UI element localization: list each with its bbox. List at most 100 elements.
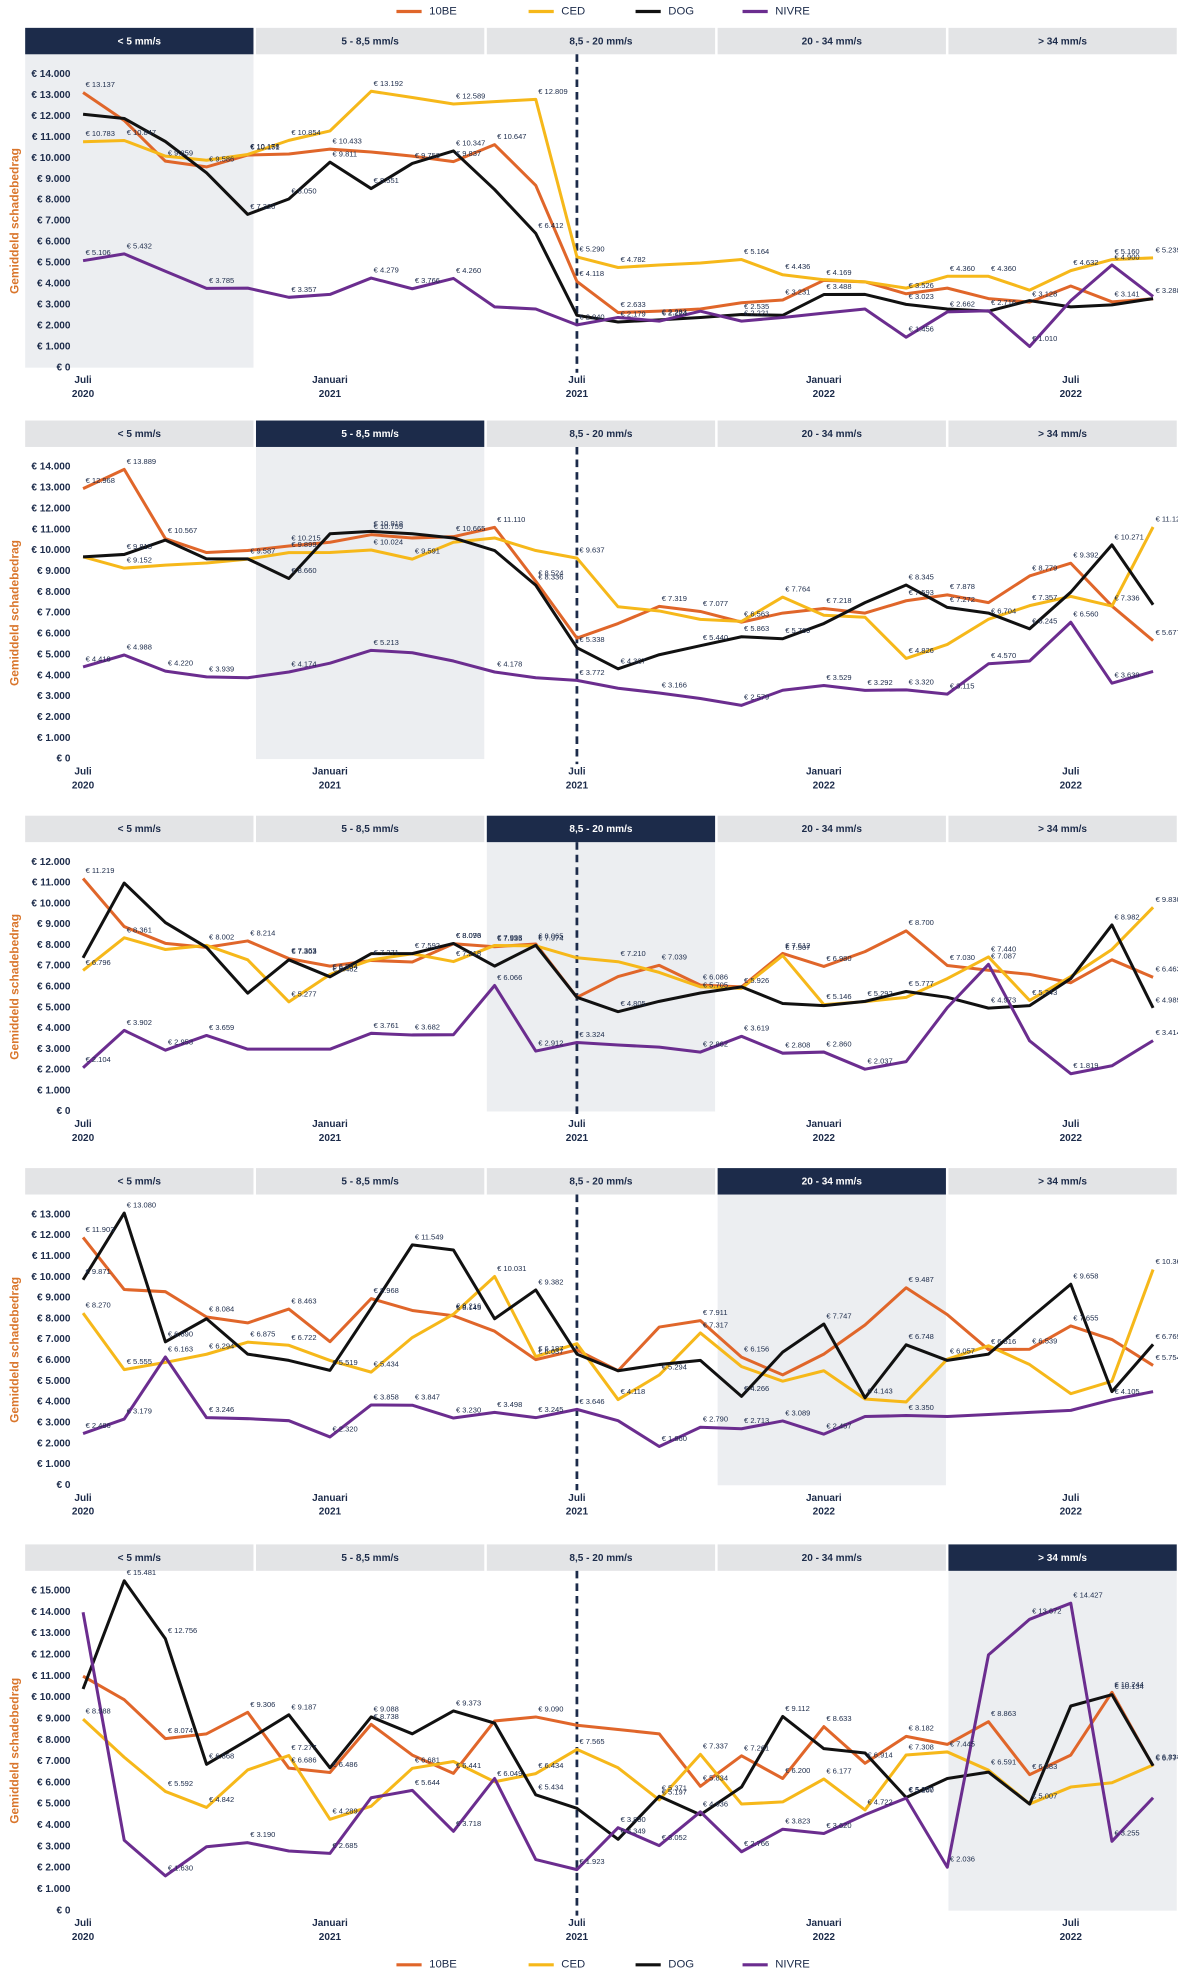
- data-label: € 11.903: [86, 1225, 115, 1234]
- data-label: € 3.939: [209, 664, 234, 673]
- data-label: € 2.662: [950, 299, 975, 308]
- data-label: € 6.049: [497, 1769, 522, 1778]
- data-label: € 5.007: [1032, 1791, 1057, 1800]
- band-label: 8,5 - 20 mm/s: [569, 36, 633, 47]
- data-label: € 7.030: [950, 953, 975, 962]
- data-label: € 8.361: [127, 925, 152, 934]
- data-label: € 10.024: [374, 537, 403, 546]
- y-tick-label: € 1.000: [37, 341, 71, 352]
- data-label: € 8.216: [456, 1302, 481, 1311]
- y-tick-label: € 12.000: [31, 857, 71, 868]
- data-label: € 9.112: [785, 1704, 810, 1713]
- data-label: € 5.440: [703, 633, 728, 642]
- data-label: € 5.197: [662, 1787, 687, 1796]
- data-label: € 4.973: [991, 996, 1016, 1005]
- data-label: € 6.163: [168, 1344, 193, 1353]
- data-label: € 2.179: [621, 309, 646, 318]
- y-tick-label: € 3.000: [37, 299, 71, 310]
- band-label: 8,5 - 20 mm/s: [569, 1177, 633, 1188]
- data-label: € 7.565: [579, 1737, 604, 1746]
- data-label: € 7.445: [950, 1739, 975, 1748]
- data-label: € 3.766: [415, 276, 440, 285]
- data-label: € 6.463: [1156, 965, 1178, 974]
- data-label: € 7.272: [950, 595, 975, 604]
- data-label: € 9.871: [86, 1267, 111, 1276]
- y-tick-label: € 6.000: [37, 1777, 71, 1788]
- x-tick-label: Juli 2020: [72, 1918, 95, 1943]
- data-label: € 4.178: [497, 659, 522, 668]
- data-label: € 4.900: [1114, 252, 1139, 261]
- data-label: € 4.174: [291, 659, 316, 668]
- data-label: € 7.077: [703, 599, 728, 608]
- data-label: € 3.115: [950, 682, 975, 691]
- data-label: € 3.357: [291, 285, 316, 294]
- data-label: € 8.270: [86, 1301, 111, 1310]
- data-label: € 2.862: [703, 1039, 728, 1048]
- data-label: € 4.826: [909, 646, 934, 655]
- data-label: € 9.373: [456, 1698, 481, 1707]
- series-line: [82, 620, 1154, 707]
- y-tick-label: € 5.000: [37, 649, 71, 660]
- y-tick-label: € 13.000: [31, 90, 71, 101]
- data-label: € 4.279: [374, 265, 399, 274]
- data-label: € 7.655: [1073, 1313, 1098, 1322]
- data-label: € 5.677: [1156, 628, 1178, 637]
- data-label: € 8.968: [374, 1286, 399, 1295]
- data-label: € 8.336: [538, 573, 563, 582]
- data-label: € 5.164: [744, 247, 769, 256]
- data-label: € 15.481: [127, 1568, 156, 1577]
- data-label: € 10.433: [333, 137, 362, 146]
- x-tick-label: Juli 2021: [566, 375, 589, 400]
- data-label: € 1.819: [1073, 1061, 1098, 1070]
- highlight-region: [948, 1570, 1177, 1911]
- band-header: [25, 1168, 254, 1195]
- y-tick-label: € 8.000: [37, 1735, 71, 1746]
- band-label: > 34 mm/s: [1038, 36, 1087, 47]
- band-label: 20 - 34 mm/s: [802, 429, 863, 440]
- data-label: € 2.953: [168, 1038, 193, 1047]
- data-label: € 4.327: [621, 656, 646, 665]
- data-label: € 6.777: [1156, 1754, 1178, 1763]
- y-axis-label: Gemiddeld schadebedrag: [7, 1277, 21, 1423]
- y-axis-label: Gemiddeld schadebedrag: [7, 914, 21, 1060]
- band-label: < 5 mm/s: [118, 36, 162, 47]
- data-label: € 4.143: [868, 1386, 893, 1395]
- band-header: [948, 1544, 1177, 1571]
- data-label: € 1.010: [1032, 334, 1057, 343]
- data-label: € 3.823: [785, 1817, 810, 1826]
- data-label: € 4.289: [333, 1807, 358, 1816]
- band-header: [25, 815, 254, 843]
- series-line: [82, 467, 1155, 642]
- data-label: € 8.065: [538, 931, 563, 940]
- data-label: € 6.796: [86, 958, 111, 967]
- data-label: € 7.277: [291, 1743, 316, 1752]
- y-tick-label: € 9.000: [37, 174, 71, 185]
- data-label: € 7.317: [703, 1320, 728, 1329]
- legend-label: DOG: [668, 1959, 694, 1971]
- data-label: € 4.988: [127, 642, 152, 651]
- data-label: € 5.292: [868, 989, 893, 998]
- x-tick-label: Juli 2022: [1060, 766, 1083, 791]
- data-label: € 12.589: [456, 91, 485, 100]
- data-label: € 13.192: [374, 79, 403, 88]
- data-label: € 5.434: [538, 1782, 563, 1791]
- y-tick-label: € 11.000: [32, 524, 71, 535]
- series-line: [82, 91, 1154, 315]
- x-tick-label: Januari 2022: [806, 766, 842, 791]
- y-tick-label: € 6.000: [37, 982, 71, 993]
- data-label: € 7.747: [826, 1311, 851, 1320]
- y-tick-label: € 2.000: [37, 1065, 71, 1076]
- data-label: € 4.722: [868, 1797, 893, 1806]
- x-tick-label: Juli 2021: [566, 1119, 589, 1144]
- series-line: [81, 1211, 1155, 1400]
- data-label: € 5.644: [415, 1778, 440, 1787]
- data-label: € 5.277: [291, 989, 316, 998]
- x-tick-label: Juli 2022: [1060, 1119, 1083, 1144]
- data-label: € 10.361: [1156, 1257, 1178, 1266]
- data-label: € 4.436: [785, 262, 810, 271]
- data-label: € 11.219: [86, 866, 115, 875]
- data-label: € 12.809: [538, 87, 567, 96]
- y-tick-label: € 12.000: [31, 503, 71, 514]
- band-header: [486, 27, 716, 55]
- legend-label: 10BE: [429, 5, 457, 17]
